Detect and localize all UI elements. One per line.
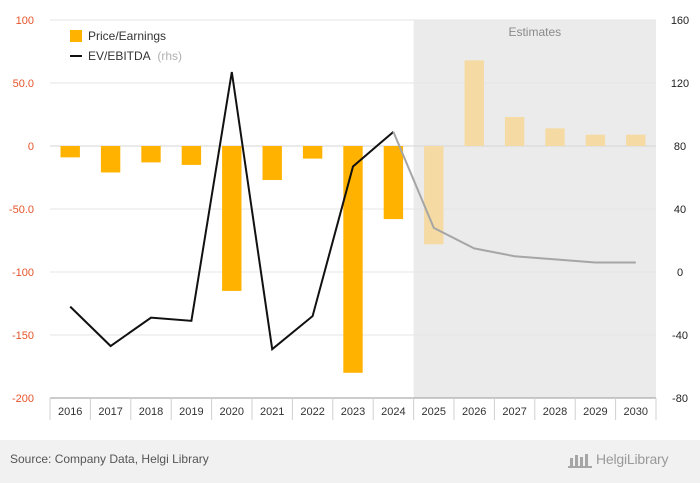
bar <box>60 146 80 158</box>
x-tick-label: 2027 <box>502 406 526 418</box>
bar <box>141 146 161 163</box>
y-right-tick-label: 80 <box>674 141 686 153</box>
bar <box>504 117 525 146</box>
bar <box>626 134 646 146</box>
y-right-tick-label: 40 <box>674 204 686 216</box>
x-tick-label: 2018 <box>139 406 163 418</box>
bar <box>262 146 282 181</box>
x-tick-label: 2016 <box>58 406 82 418</box>
x-tick-label: 2024 <box>381 406 405 418</box>
line-series-ev-ebitda <box>69 71 636 352</box>
legend: Price/Earnings EV/EBITDA (rhs) <box>70 29 182 63</box>
line-actual <box>69 71 395 352</box>
bar-series-price-earnings <box>60 60 646 373</box>
bar <box>181 146 202 165</box>
chart: Estimates 2016 2017 2018 2019 2020 2021 2022 20… <box>9 15 689 420</box>
helgi-library-logo: HelgiLibrary <box>568 448 668 470</box>
y-right-tick-label: -80 <box>672 393 688 405</box>
x-axis: 2016 2017 2018 2019 2020 2021 2022 2023 2024 2025… <box>49 397 657 420</box>
x-tick-label: 2021 <box>260 406 284 418</box>
x-tick-label: 2029 <box>583 406 607 418</box>
bar <box>343 146 363 373</box>
y-left-tick-label: -150 <box>12 330 34 342</box>
bar <box>424 146 444 245</box>
bar <box>383 146 404 220</box>
y-right-tick-label: 0 <box>677 267 683 279</box>
y-right-tick-label: -40 <box>672 330 688 342</box>
footer-band <box>0 440 700 483</box>
line-estimate <box>392 131 636 264</box>
bar <box>100 146 121 173</box>
bar <box>302 146 323 159</box>
x-tick-label: 2026 <box>462 406 486 418</box>
y-right-tick-label: 120 <box>671 78 689 90</box>
x-tick-label: 2023 <box>341 406 365 418</box>
bar <box>222 146 242 291</box>
y-left-tick-label: 100 <box>16 15 34 27</box>
x-tick-label: 2017 <box>98 406 122 418</box>
library-icon <box>568 454 592 468</box>
y-left-tick-label: 50.0 <box>13 78 34 90</box>
y-axis-right: 160 120 80 40 0 -40 -80 <box>671 15 689 405</box>
y-left-tick-label: 0 <box>28 141 34 153</box>
estimates-label: Estimates <box>508 25 561 39</box>
bar <box>464 60 484 146</box>
y-left-tick-label: -100 <box>12 267 34 279</box>
x-tick-label: 2019 <box>179 406 203 418</box>
x-tick-label: 2022 <box>300 406 324 418</box>
x-tick-label: 2028 <box>543 406 567 418</box>
legend-label-price-earnings: Price/Earnings <box>88 29 166 43</box>
legend-label-rhs: (rhs) <box>157 49 182 63</box>
legend-swatch-price-earnings <box>70 30 82 42</box>
bar <box>545 128 565 146</box>
x-tick-label: 2020 <box>220 406 244 418</box>
bar <box>585 134 606 146</box>
y-left-tick-label: -200 <box>12 393 34 405</box>
y-right-tick-label: 160 <box>671 15 689 27</box>
y-left-tick-label: -50.0 <box>9 204 34 216</box>
y-axis-left: 100 50.0 0 -50.0 -100 -150 -200 <box>9 15 34 405</box>
logo-text: HelgiLibrary <box>596 451 669 467</box>
x-tick-label: 2025 <box>422 406 446 418</box>
source-note: Source: Company Data, Helgi Library <box>10 452 209 466</box>
svg-text:EV/EBITDA (rhs): EV/EBITDA (rhs) <box>88 49 182 63</box>
x-tick-label: 2030 <box>624 406 648 418</box>
legend-label-ev-ebitda: EV/EBITDA <box>88 49 151 63</box>
